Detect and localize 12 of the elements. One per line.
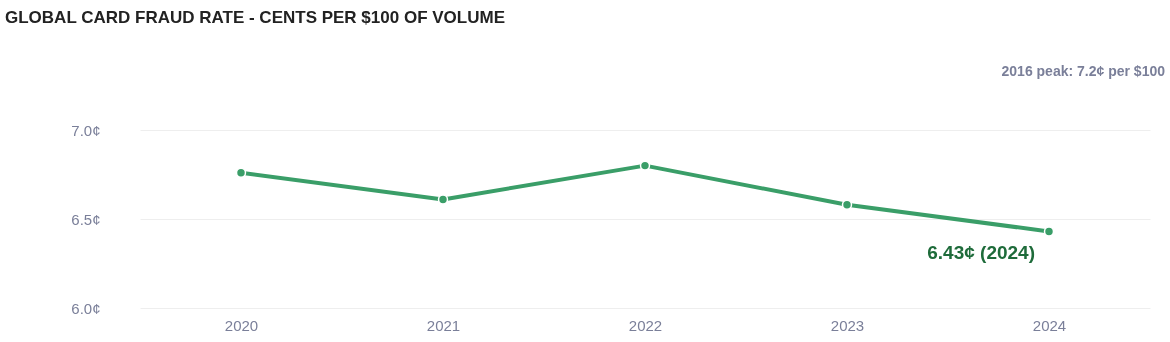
x-tick-label: 2022 <box>628 316 663 334</box>
y-tick-label: 7.0¢ <box>71 121 101 139</box>
y-tick-label: 6.5¢ <box>71 210 101 228</box>
y-tick-label: 6.0¢ <box>71 299 101 317</box>
annotation: 6.43¢ (2024) <box>927 242 1035 264</box>
x-tick-label: 2021 <box>426 316 461 334</box>
text: 2016 peak: 7.2¢ per $100 <box>1001 63 1166 79</box>
x-tick-label: 2023 <box>830 316 865 334</box>
chart-title: GLOBAL CARD FRAUD RATE - CENTS PER $100 OF VOLUME <box>5 8 505 27</box>
x-tick-label: 2024 <box>1032 316 1067 334</box>
x-tick-label: 2020 <box>224 316 259 334</box>
point <box>437 194 449 205</box>
